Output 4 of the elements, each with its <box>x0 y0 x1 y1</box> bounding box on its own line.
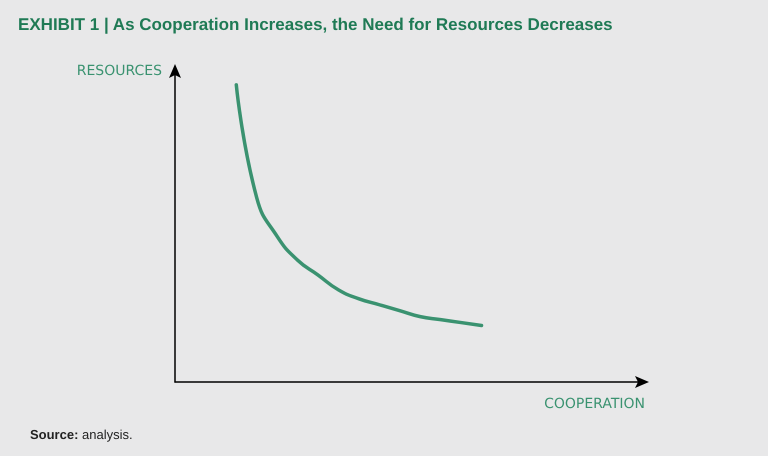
source-note: Source: analysis. <box>30 427 133 442</box>
chart-title: EXHIBIT 1 | As Cooperation Increases, the Need for Resources Decreases <box>18 15 613 34</box>
x-axis-title: COOPERATION <box>544 396 645 412</box>
y-axis-title: RESOURCES <box>76 63 162 79</box>
